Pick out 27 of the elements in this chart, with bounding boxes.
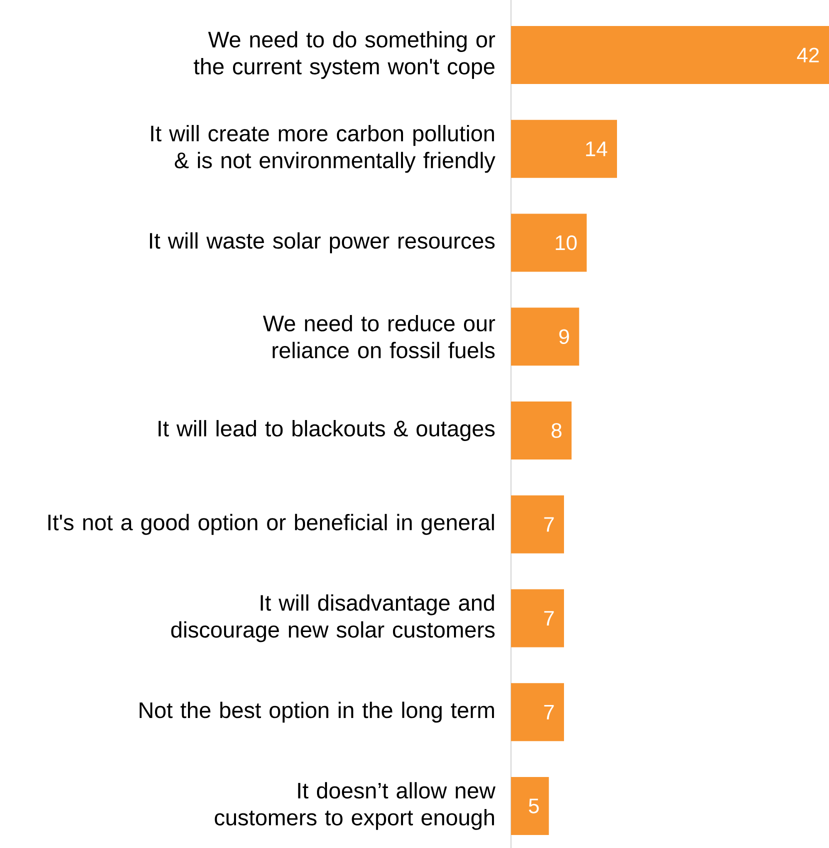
y-tick-label: It's not a good option or beneficial in general — [48, 514, 494, 535]
data-label: 9 — [559, 329, 569, 344]
bar — [511, 683, 564, 742]
bar — [511, 26, 829, 84]
y-tick-label: It doesn’t allow new customers to export enough — [214, 782, 496, 830]
data-label: 7 — [544, 517, 554, 532]
data-label: 7 — [544, 704, 554, 720]
y-tick-label: It will waste solar power resources — [150, 232, 495, 254]
y-tick-label: It will create more carbon pollution & is not environmentally friendly — [151, 124, 496, 173]
y-tick-label: Not the best option in the long term — [140, 702, 494, 723]
data-label: 7 — [544, 611, 554, 626]
data-label: 10 — [556, 235, 577, 250]
data-label: 42 — [797, 48, 819, 62]
bar — [511, 120, 617, 178]
y-tick-label: It will lead to blackouts & outages — [158, 420, 495, 441]
y-tick-label: We need to do something or the current system won't cope — [194, 31, 496, 79]
y-tick-label: It will disadvantage and discourage new solar customers — [171, 594, 495, 642]
data-label: 14 — [586, 142, 608, 156]
bar — [511, 495, 564, 554]
bar — [511, 589, 564, 648]
data-label: 5 — [528, 798, 539, 814]
data-label: 8 — [552, 423, 562, 438]
bar — [511, 214, 587, 272]
y-tick-label: We need to reduce our reliance on fossil fuels — [262, 314, 496, 358]
bar — [511, 777, 549, 836]
bar — [511, 308, 580, 366]
bar — [511, 402, 572, 460]
